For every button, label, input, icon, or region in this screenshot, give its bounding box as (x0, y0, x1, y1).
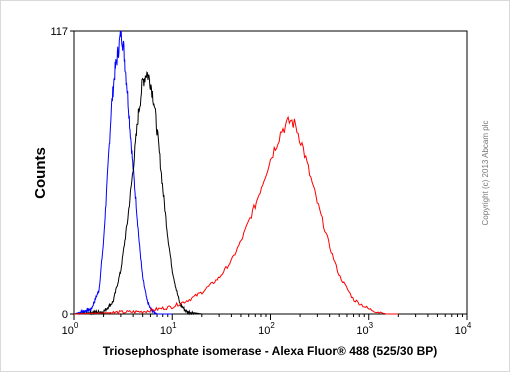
series-group (73, 30, 399, 316)
y-tick-label: 0 (62, 309, 68, 321)
series-line-2 (74, 71, 202, 316)
y-axis-ticks: 0 117 (50, 26, 74, 321)
series-line-1 (73, 30, 173, 316)
y-tick-label: 117 (50, 26, 68, 38)
x-tick-label: 100 (62, 321, 79, 337)
x-axis-title: Triosephosphate isomerase - Alexa Fluor®… (103, 344, 438, 358)
series-line-3 (74, 115, 399, 316)
x-tick-label: 101 (160, 321, 177, 337)
x-tick-label: 104 (455, 321, 472, 337)
copyright-annotation: Copyright (c) 2013 Abcam plc (481, 121, 490, 226)
x-tick-label: 102 (258, 321, 275, 337)
x-axis-ticks: 100 101 102 103 104 (62, 314, 472, 337)
y-axis-title: Counts (32, 147, 49, 199)
x-tick-label: 103 (356, 321, 373, 337)
